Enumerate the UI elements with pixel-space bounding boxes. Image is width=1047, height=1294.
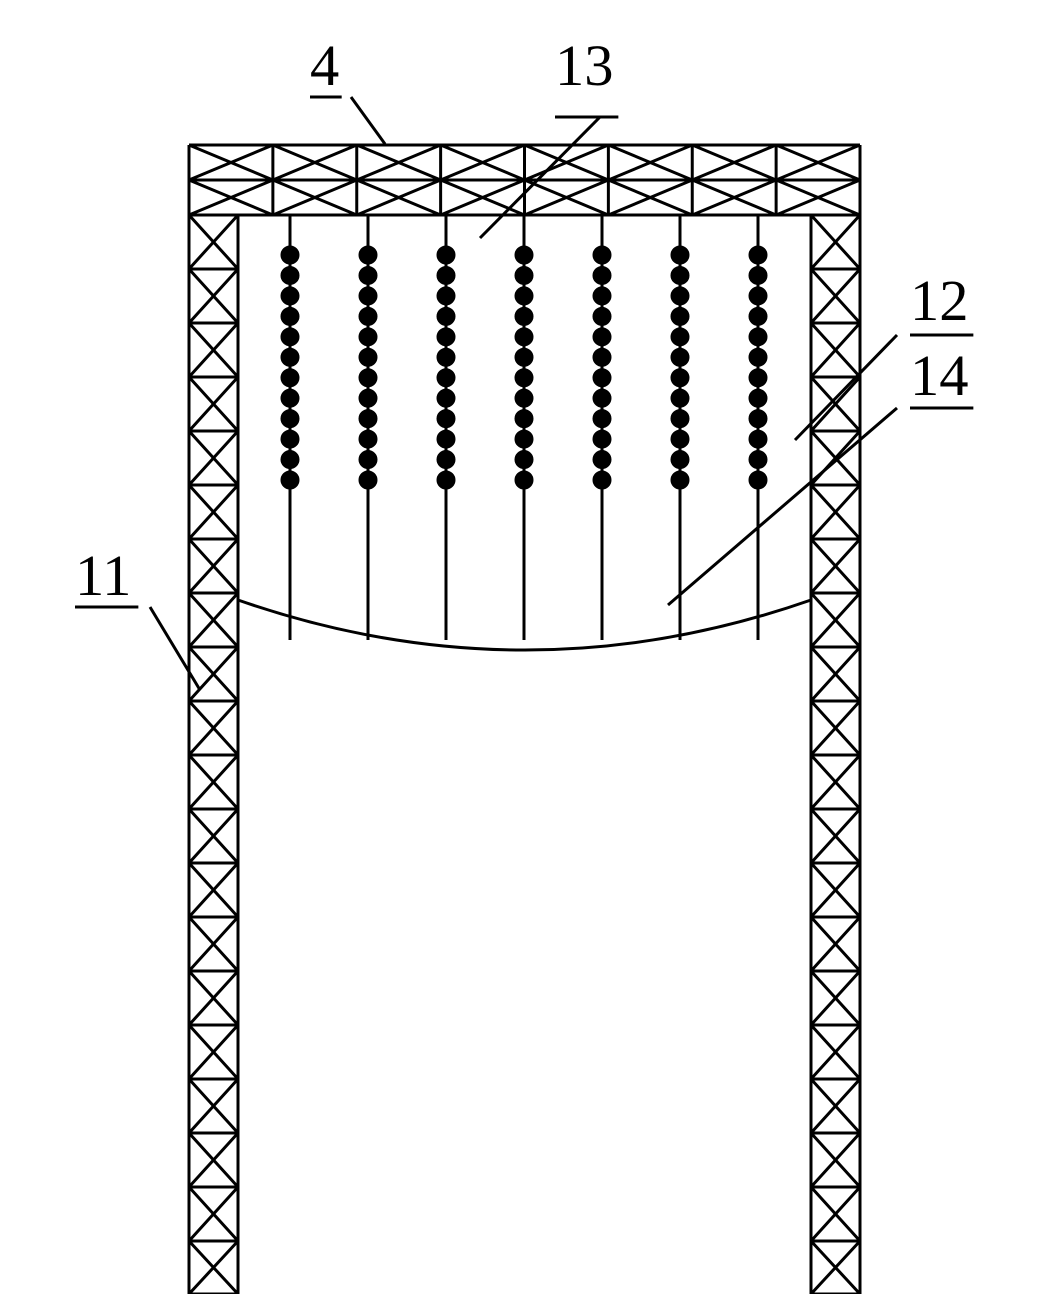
- insulator-string: [593, 215, 611, 640]
- label-13: 13: [555, 33, 614, 98]
- label-14: 14: [910, 343, 969, 408]
- column-left: [189, 215, 238, 1294]
- insulator-string: [515, 215, 533, 640]
- figure: 4 13 12 14 11: [75, 33, 973, 1294]
- insulator-string: [749, 215, 767, 640]
- insulator-string: [281, 215, 299, 640]
- insulator-string: [671, 215, 689, 640]
- insulator-strings: [281, 215, 767, 640]
- insulator-string: [437, 215, 455, 640]
- label-11: 11: [75, 543, 131, 608]
- insulator-string: [359, 215, 377, 640]
- label-4: 4: [310, 33, 339, 98]
- column-right: [811, 215, 860, 1294]
- label-12: 12: [910, 268, 969, 333]
- top-beam: [189, 145, 860, 215]
